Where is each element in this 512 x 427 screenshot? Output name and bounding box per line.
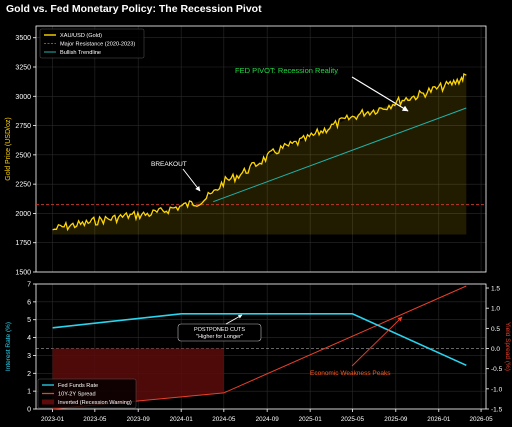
- tick-label-y: 5: [27, 317, 31, 324]
- breakout-arrow: [182, 168, 201, 192]
- tick-label-y: 2750: [15, 123, 31, 130]
- y-axis-label-spread: Yield Spread (%): [504, 322, 511, 371]
- legend-bottom: Fed Funds Rate 10Y-2Y Spread Inverted (Rec…: [37, 378, 137, 409]
- tick-label-y: 7: [27, 282, 31, 289]
- tick-label-x: 2023-05: [83, 416, 107, 423]
- trendline: [213, 107, 467, 203]
- annotation-label: "Higher for Longer": [196, 334, 243, 340]
- legend-label: Inverted (Recession Warning): [58, 400, 132, 406]
- tick-label-y: 3250: [15, 65, 31, 72]
- tick-label-x: 2023-01: [41, 416, 65, 423]
- legend-box: [37, 378, 137, 409]
- postponed-cuts-arrow: [225, 314, 243, 325]
- tick-label-y: 4: [27, 335, 31, 342]
- economic-weakness-arrow: [351, 316, 403, 367]
- tick-label-x: 2023-09: [127, 416, 151, 423]
- gold-price-panel: 1500 1750 2000 2250 2500 2750 3000 3250 3500 BREA…: [5, 25, 487, 277]
- tick-label-y-right: 1.5: [491, 286, 500, 293]
- annotation-label: POSTPONED CUTS: [194, 327, 245, 333]
- tick-label-y-right: 0.5: [491, 326, 500, 333]
- tick-label-y: 6: [27, 299, 31, 306]
- y-axis-label-rate: Interest Rate (%): [5, 322, 12, 371]
- chart-title: Gold vs. Fed Monetary Policy: The Recess…: [6, 3, 262, 15]
- tick-label-x: 2026-01: [427, 416, 451, 423]
- policy-panel: 0 1 2 3 4 5 6 7 -1.5 -1.0 -0.5 0.0 0.5 1.0 1.5 2023-01 2…: [5, 282, 511, 424]
- tick-label-y: 3: [27, 353, 31, 360]
- plot-frame: [35, 25, 487, 273]
- plot-frame: [35, 283, 487, 410]
- y-axis-label-gold: Gold Price (USD/oz): [5, 117, 12, 180]
- legend-label: XAU/USD (Gold): [60, 33, 102, 39]
- tick-label-x: 2026-05: [470, 416, 494, 423]
- legend-label: Bullish Trendline: [60, 50, 101, 56]
- tick-label-y: 1: [27, 389, 31, 396]
- tick-label-x: 2025-09: [384, 416, 408, 423]
- tick-label-y-right: -0.5: [491, 366, 503, 373]
- gold-price-line: [52, 73, 467, 232]
- annotation-box: [177, 323, 262, 342]
- legend-label: Major Resistance (2020-2023): [60, 42, 135, 48]
- legend-swatch: [42, 399, 54, 405]
- tick-label-y: 2: [27, 371, 31, 378]
- breakout-label: BREAKOUT: [151, 161, 187, 168]
- tick-label-y: 3500: [15, 35, 31, 42]
- tick-label-y-right: -1.5: [491, 407, 503, 414]
- legend-label: Fed Funds Rate: [58, 383, 98, 389]
- tick-label-y: 1500: [15, 270, 31, 277]
- fed-funds-line: [52, 313, 467, 367]
- tick-label-y: 2500: [15, 152, 31, 159]
- legend-top: XAU/USD (Gold) Major Resistance (2020-202…: [39, 28, 145, 59]
- tick-label-x: 2025-01: [299, 416, 323, 423]
- tick-label-x: 2024-01: [170, 416, 194, 423]
- tick-label-y-right: 1.0: [491, 306, 500, 313]
- gold-area-fill: [52, 75, 467, 235]
- tick-label-y: 2250: [15, 182, 31, 189]
- tick-label-x: 2025-05: [341, 416, 365, 423]
- tick-label-x: 2024-09: [256, 416, 280, 423]
- fed-pivot-label: FED PIVOT: Recession Reality: [235, 66, 338, 75]
- tick-label-y-right: -1.0: [491, 386, 503, 393]
- tick-label-y: 0: [27, 407, 31, 414]
- tick-label-y: 3000: [15, 94, 31, 101]
- tick-label-y: 1750: [15, 240, 31, 247]
- tick-label-y: 2000: [15, 211, 31, 218]
- legend-box: [39, 28, 145, 59]
- tick-label-x: 2024-05: [212, 416, 236, 423]
- fed-pivot-arrow: [351, 76, 409, 112]
- legend-label: 10Y-2Y Spread: [58, 392, 96, 398]
- economic-weakness-label: Economic Weakness Peaks: [310, 370, 391, 377]
- tick-label-y-right: 0.0: [491, 346, 500, 353]
- postponed-cuts-annotation: POSTPONED CUTS"Higher for Longer": [177, 314, 262, 342]
